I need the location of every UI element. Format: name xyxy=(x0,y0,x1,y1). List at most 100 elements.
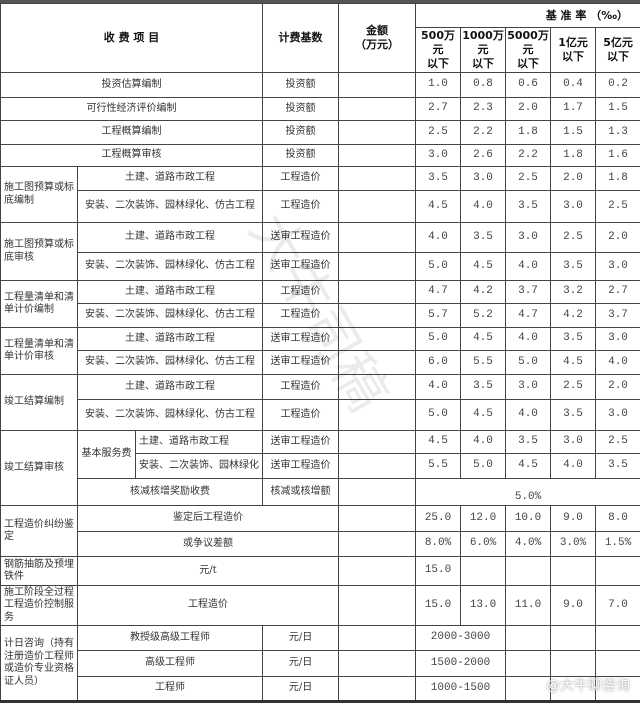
header-tier: 5亿元 以下 xyxy=(595,27,640,73)
table-cell: 1.8 xyxy=(505,120,552,145)
empty-cell xyxy=(338,650,417,677)
table-cell: 土建、道路市政工程 xyxy=(76,166,264,191)
table-cell: 2.2 xyxy=(505,144,552,167)
table-row: 计日咨询（持有注册造价工程师或造价专业资格证人员） 教授级高级工程师 元/日 2000… xyxy=(0,625,640,701)
table-cell: 4.0 xyxy=(415,374,462,400)
table-cell: 2.5 xyxy=(505,166,552,191)
empty-cell xyxy=(338,531,417,557)
table-cell: 2.3 xyxy=(460,97,507,121)
table-cell: 25.0 xyxy=(415,505,462,532)
empty-cell xyxy=(338,453,417,479)
table-cell: 13.0 xyxy=(460,585,507,626)
empty-cell xyxy=(338,374,417,400)
empty-cell xyxy=(505,556,552,586)
table-cell: 12.0 xyxy=(460,505,507,532)
table-cell: 送审工程造价 xyxy=(262,222,340,253)
table-cell: 2.0 xyxy=(595,374,640,400)
table-cell: 15.0 xyxy=(415,556,462,586)
table-cell: 工程量清单和清单计价编制 xyxy=(0,280,78,328)
table-cell: 安装、二次装饰、园林绿化、仿古工程 xyxy=(76,303,264,328)
empty-cell xyxy=(338,252,417,281)
table-cell: 安装、二次装饰、园林绿化 xyxy=(134,453,264,479)
table-cell: 核减核增奖励收费 xyxy=(76,478,264,506)
table-cell: 3.5 xyxy=(550,399,597,431)
table-cell: 3.0 xyxy=(415,144,462,167)
empty-cell xyxy=(505,650,552,677)
table-cell: 4.5 xyxy=(460,399,507,431)
table-cell: 投资额 xyxy=(262,144,340,167)
table-cell: 安装、二次装饰、园林绿化、仿古工程 xyxy=(76,399,264,431)
empty-cell xyxy=(550,556,597,586)
table-cell: 送审工程造价 xyxy=(262,430,340,454)
table-cell: 5.0 xyxy=(415,399,462,431)
empty-cell xyxy=(460,556,507,586)
bottom-border xyxy=(0,700,640,703)
table-cell: 元/日 xyxy=(262,676,340,701)
table-cell: 5.0 xyxy=(460,453,507,479)
table-cell: 安装、二次装饰、园林绿化、仿古工程 xyxy=(76,252,264,281)
table-row: 施工图预算或标底编制 土建、道路市政工程 工程造价 3.5 3.0 2.5 2.0 1.8 xyxy=(0,166,640,223)
table-cell: 工程造价 xyxy=(262,303,340,328)
table-cell: 4.7 xyxy=(505,303,552,328)
table-cell: 9.0 xyxy=(550,585,597,626)
table-cell: 3.5 xyxy=(460,374,507,400)
table-cell: 3.0 xyxy=(595,399,640,431)
table-cell: 送审工程造价 xyxy=(262,327,340,351)
table-row: 安装、二次装饰、园林绿化、仿古工程 送审工程造价 6.0 5.5 5.0 4.5 4.0 xyxy=(1,350,640,375)
table-cell: 0.8 xyxy=(460,72,507,98)
table-cell: 5.5 xyxy=(415,453,462,479)
table-cell: 投资额 xyxy=(262,72,340,98)
empty-cell xyxy=(338,585,417,626)
table-cell: 2.7 xyxy=(415,97,462,121)
table-cell: 安装、二次装饰、园林绿化、仿古工程 xyxy=(76,350,264,375)
table-cell: 送审工程造价 xyxy=(262,453,340,479)
table-cell: 5.0 xyxy=(415,252,462,281)
top-border xyxy=(0,0,640,3)
table-cell: 3.2 xyxy=(550,280,597,304)
table-row: 安装、二次装饰、园林绿化、仿古工程 送审工程造价 5.0 4.5 4.0 3.5 3.0 xyxy=(1,252,640,281)
empty-cell xyxy=(338,72,417,98)
table-cell: 4.0 xyxy=(505,399,552,431)
table-row: 安装、二次装饰、园林绿化、仿古工程 工程造价 5.0 4.5 4.0 3.5 3.0 xyxy=(1,399,640,431)
table-cell: 0.2 xyxy=(595,72,640,98)
empty-cell xyxy=(338,478,417,506)
table-cell: 土建、道路市政工程 xyxy=(76,222,264,253)
table-cell: 5.0 xyxy=(415,327,462,351)
table-cell: 送审工程造价 xyxy=(262,350,340,375)
table-row: 工程量清单和清单计价审核 土建、道路市政工程 送审工程造价 5.0 4.5 4.0 3.5 3… xyxy=(0,327,640,375)
header-tier: 1亿元 以下 xyxy=(550,27,597,73)
table-cell: 4.0 xyxy=(505,327,552,351)
empty-cell xyxy=(338,166,417,191)
table-cell: 土建、道路市政工程 xyxy=(76,327,264,351)
table-cell: 元/日 xyxy=(262,625,340,651)
table-cell: 5.7 xyxy=(415,303,462,328)
table-cell: 3.0 xyxy=(505,222,552,253)
table-cell: 11.0 xyxy=(505,585,552,626)
table-cell: 3.0 xyxy=(595,252,640,281)
table-cell: 1.0 xyxy=(415,72,462,98)
table-cell: 5.0 xyxy=(505,350,552,375)
table-cell: 2.5 xyxy=(550,222,597,253)
table-cell: 4.5 xyxy=(415,190,462,223)
table-cell: 3.5 xyxy=(595,453,640,479)
table-cell: 2000-3000 xyxy=(415,625,507,651)
table-cell: 2.5 xyxy=(595,190,640,223)
table-cell: 4.5 xyxy=(550,350,597,375)
empty-cell xyxy=(505,625,552,651)
header-amount: 金额 （万元） xyxy=(338,3,417,73)
empty-cell xyxy=(338,280,417,304)
empty-cell xyxy=(338,350,417,375)
table-cell: 工程造价 xyxy=(262,190,340,223)
table-cell: 0.6 xyxy=(505,72,552,98)
table-row: 工程概算审核 投资额 3.0 2.6 2.2 1.8 1.6 xyxy=(0,144,640,167)
table-row: 高级工程师 元/日 1500-2000 xyxy=(1,650,640,677)
empty-cell xyxy=(338,505,417,532)
table-cell: 8.0% xyxy=(415,531,462,557)
table-cell: 工程造价 xyxy=(76,585,340,626)
table-cell: 教授级高级工程师 xyxy=(76,625,264,651)
table-cell: 核减或核增额 xyxy=(262,478,340,506)
table-row: 竣工结算审核 基本服务费 土建、道路市政工程 送审工程造价 4.5 4.0 3.5 3.0 2.… xyxy=(0,430,640,506)
table-cell: 0.4 xyxy=(550,72,597,98)
table-row: 竣工结算编制 土建、道路市政工程 工程造价 4.0 3.5 3.0 2.5 2.0 xyxy=(0,374,640,431)
table-cell: 2.5 xyxy=(415,120,462,145)
